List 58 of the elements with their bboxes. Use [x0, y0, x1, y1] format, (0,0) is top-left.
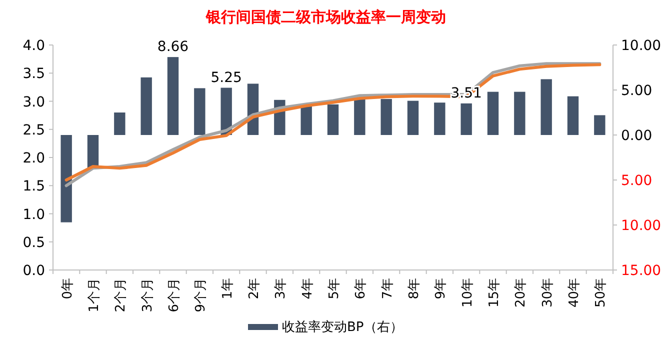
x-tick-label: 5年 — [327, 278, 342, 300]
y2-tick-label: 5.00 — [621, 173, 652, 189]
y2-tick-label: 15.00 — [621, 263, 662, 279]
y-tick-label: 4.0 — [22, 38, 45, 54]
data-label: 5.25 — [210, 70, 242, 86]
y-tick-label: 2.0 — [22, 150, 45, 166]
x-tick-label: 3个月 — [140, 278, 156, 312]
bar — [114, 112, 126, 135]
bar — [194, 88, 206, 135]
bar — [60, 135, 72, 222]
x-tick-label: 15年 — [487, 278, 502, 308]
x-tick-label: 9个月 — [194, 278, 209, 312]
chart-title: 银行间国债二级市场收益率一周变动 — [205, 8, 446, 26]
bar — [567, 96, 579, 135]
y-tick-label: 3.0 — [22, 94, 45, 110]
y-tick-label: 1.5 — [22, 178, 45, 195]
bar — [460, 103, 472, 135]
x-tick-label: 9年 — [434, 278, 449, 300]
y-tick-label: 1.0 — [22, 206, 45, 223]
bar — [140, 77, 152, 135]
y2-tick-label: 10.00 — [621, 38, 662, 54]
y-tick-label: 2.5 — [22, 122, 45, 138]
bar — [514, 92, 526, 135]
x-tick-label: 8年 — [407, 278, 422, 300]
x-tick-label: 10年 — [460, 278, 476, 308]
bar — [354, 98, 366, 135]
x-tick-label: 6年 — [354, 278, 369, 300]
data-label: 8.66 — [157, 39, 189, 56]
x-tick-label: 30年 — [540, 278, 556, 308]
x-tick-label: 40年 — [567, 278, 582, 308]
x-tick-label: 50年 — [594, 278, 609, 308]
y2-tick-label: 0.00 — [621, 128, 652, 144]
x-tick-label: 3年 — [274, 278, 289, 300]
bar — [87, 135, 99, 168]
y-tick-label: 3.5 — [22, 66, 45, 82]
data-label: 3.51 — [450, 85, 482, 102]
x-tick-label: 0年 — [60, 278, 76, 300]
x-tick-label: 2年 — [247, 278, 262, 300]
bar — [434, 102, 446, 135]
y-tick-label: 0.5 — [22, 234, 45, 251]
bar — [487, 92, 499, 135]
y2-tick-label: 5.00 — [621, 83, 652, 99]
y-tick-label: 0.0 — [22, 263, 45, 279]
bar — [540, 79, 552, 135]
x-tick-label: 1年 — [220, 278, 236, 300]
y2-tick-label: 10.00 — [621, 218, 662, 234]
x-tick-label: 2个月 — [114, 278, 129, 312]
x-tick-label: 4年 — [300, 278, 316, 300]
x-tick-label: 20年 — [514, 278, 529, 308]
legend-label: 收益率变动BP（右） — [282, 319, 403, 335]
bar — [407, 100, 419, 135]
bar — [380, 99, 392, 135]
x-tick-label: 1个月 — [87, 278, 102, 312]
bar — [594, 115, 606, 135]
bar — [327, 104, 339, 135]
x-tick-label: 7年 — [380, 278, 396, 300]
bar — [167, 57, 179, 135]
x-tick-label: 6个月 — [167, 278, 182, 312]
